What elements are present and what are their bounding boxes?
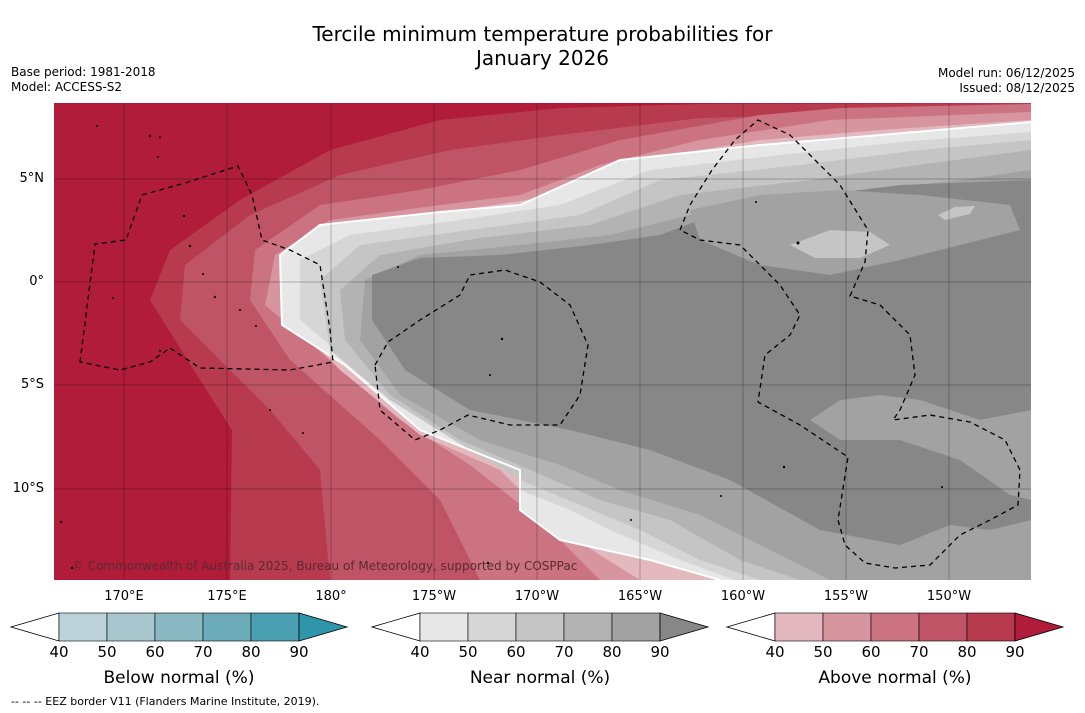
colorbar-below-segment xyxy=(106,612,156,642)
boundary-south xyxy=(279,254,721,580)
colorbar-near-tick: 40 xyxy=(410,643,430,661)
colorbar-below-max-arrow xyxy=(298,612,349,642)
colorbar-above-tick: 90 xyxy=(1005,643,1025,661)
colorbar-above xyxy=(725,612,1065,642)
colorbar-below-tick: 40 xyxy=(49,643,69,661)
colorbar-below-segment xyxy=(58,612,108,642)
colorbar-near-tick: 60 xyxy=(506,643,526,661)
meta-right: Model run: 06/12/2025 Issued: 08/12/2025 xyxy=(938,66,1075,96)
map-title: Tercile minimum temperature probabilitie… xyxy=(0,22,1085,70)
colorbar-above-segment xyxy=(966,612,1016,642)
colorbar-above-segment xyxy=(870,612,920,642)
base-period: Base period: 1981-2018 xyxy=(11,65,156,79)
colorbar-near-segment xyxy=(467,612,517,642)
near-normal-patch-60 xyxy=(790,230,890,258)
colorbar-above-min-arrow xyxy=(725,612,776,642)
copyright-notice: © Commonwealth of Australia 2025, Bureau… xyxy=(72,559,578,573)
boundary-north xyxy=(279,121,1031,256)
issued-date: Issued: 08/12/2025 xyxy=(959,81,1075,95)
colorbar-near-tick: 50 xyxy=(458,643,478,661)
colorbar-above-tick: 80 xyxy=(957,643,977,661)
lon-label-170e: 170°E xyxy=(104,589,144,604)
colorbar-below xyxy=(9,612,349,642)
lon-label-150w: 150°W xyxy=(926,589,972,604)
lon-label-155w: 155°W xyxy=(823,589,869,604)
colorbar-above-segment xyxy=(822,612,872,642)
colorbar-below-tick: 70 xyxy=(193,643,213,661)
colorbar-near-title: Near normal (%) xyxy=(469,668,611,688)
lon-label-175e: 175°E xyxy=(207,589,247,604)
colorbar-near-segment xyxy=(419,612,469,642)
colorbar-above-tick: 50 xyxy=(813,643,833,661)
lon-label-160w: 160°W xyxy=(720,589,766,604)
eez-tuvalu-kiribati xyxy=(79,165,334,371)
footnote-eez: -- -- -- EEZ border V11 (Flanders Marine… xyxy=(11,695,320,708)
grid-lines xyxy=(54,103,1031,580)
lat-label-0: 0° xyxy=(29,274,44,289)
colorbar-below-tick: 90 xyxy=(289,643,309,661)
colorbar-near-tick: 90 xyxy=(650,643,670,661)
lon-label-165w: 165°W xyxy=(617,589,663,604)
colorbar-above-segment xyxy=(774,612,824,642)
colorbar-near-min-arrow xyxy=(370,612,421,642)
colorbar-below-title: Below normal (%) xyxy=(103,668,255,688)
colorbar-near-tick: 80 xyxy=(602,643,622,661)
colorbar-near-segment xyxy=(611,612,661,642)
colorbar-below-tick: 60 xyxy=(145,643,165,661)
title-line-1: Tercile minimum temperature probabilitie… xyxy=(312,22,773,46)
eez-borders xyxy=(79,119,1021,569)
near-normal-90-area xyxy=(372,180,1031,545)
colorbar-below-segment xyxy=(154,612,204,642)
colorbar-above-max-arrow xyxy=(1014,612,1065,642)
near-normal-patch-60b xyxy=(938,206,975,220)
lon-label-175w: 175°W xyxy=(411,589,457,604)
colorbar-above-tick: 70 xyxy=(909,643,929,661)
colorbar-below-min-arrow xyxy=(9,612,60,642)
model-run: Model run: 06/12/2025 xyxy=(937,66,1075,80)
meta-left: Base period: 1981-2018 Model: ACCESS-S2 xyxy=(11,65,156,95)
eez-line-islands xyxy=(679,119,1021,569)
colorbar-above-title: Above normal (%) xyxy=(818,668,972,688)
title-line-2: January 2026 xyxy=(475,46,610,70)
colorbar-below-tick: 80 xyxy=(241,643,261,661)
lat-label-10s: 10°S xyxy=(12,481,44,496)
map-field xyxy=(54,103,1031,580)
colorbar-near-tick: 70 xyxy=(554,643,574,661)
colorbar-below-tick: 50 xyxy=(97,643,117,661)
colorbar-above-segment xyxy=(918,612,968,642)
colorbar-near-segment xyxy=(515,612,565,642)
lat-label-5n: 5°N xyxy=(19,171,45,186)
eez-phoenix xyxy=(374,269,589,441)
lon-label-180: 180° xyxy=(315,589,347,604)
colorbar-near xyxy=(370,612,710,642)
colorbar-above-tick: 60 xyxy=(861,643,881,661)
colorbar-above-tick: 40 xyxy=(765,643,785,661)
colorbar-near-segment xyxy=(563,612,613,642)
colorbar-below-segment xyxy=(202,612,252,642)
colorbar-near-max-arrow xyxy=(659,612,710,642)
colorbar-below-segment xyxy=(250,612,300,642)
islands xyxy=(59,125,943,570)
lat-label-5s: 5°S xyxy=(20,377,44,392)
lon-label-170w: 170°W xyxy=(514,589,560,604)
model-name: Model: ACCESS-S2 xyxy=(11,80,123,94)
